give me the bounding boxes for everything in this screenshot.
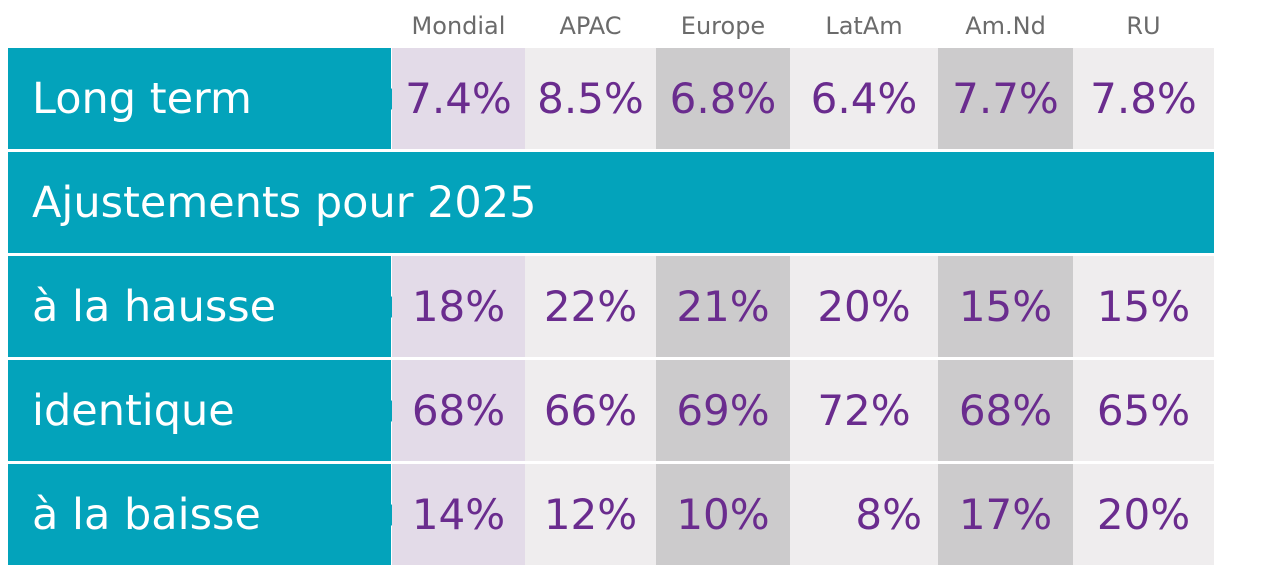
row-label-identique: identique [8, 360, 401, 461]
cell-hausse-latam: 20% [790, 256, 938, 357]
cell-identique-europe: 69% [656, 360, 790, 461]
row-label-long-term: Long term [8, 48, 401, 149]
section-header-ajustements: Ajustements pour 2025 [8, 152, 1214, 253]
cell-hausse-amnd: 15% [938, 256, 1073, 357]
cell-long-term-amnd: 7.7% [938, 48, 1073, 149]
column-header-ru: RU [1126, 12, 1161, 40]
cell-identique-apac: 66% [525, 360, 656, 461]
column-header-apac: APAC [559, 12, 622, 40]
cell-long-term-apac: 8.5% [525, 48, 656, 149]
cell-baisse-amnd: 17% [938, 464, 1073, 565]
cell-baisse-latam: 8% [790, 464, 938, 565]
cell-baisse-europe: 10% [656, 464, 790, 565]
cell-hausse-mondial: 18% [392, 256, 525, 357]
cell-long-term-ru: 7.8% [1073, 48, 1214, 149]
cell-identique-mondial: 68% [392, 360, 525, 461]
column-header-amnd: Am.Nd [965, 12, 1046, 40]
row-label-hausse: à la hausse [8, 256, 401, 357]
row-label-text: identique [32, 385, 235, 436]
column-header-mondial: Mondial [411, 12, 506, 40]
column-header-europe: Europe [680, 12, 766, 40]
cell-identique-amnd: 68% [938, 360, 1073, 461]
row-label-text: à la hausse [32, 281, 277, 332]
cell-baisse-ru: 20% [1073, 464, 1214, 565]
cell-hausse-ru: 15% [1073, 256, 1214, 357]
cell-long-term-mondial: 7.4% [392, 48, 525, 149]
cell-baisse-apac: 12% [525, 464, 656, 565]
cell-long-term-latam: 6.4% [790, 48, 938, 149]
cell-long-term-europe: 6.8% [656, 48, 790, 149]
cell-hausse-apac: 22% [525, 256, 656, 357]
cell-baisse-mondial: 14% [392, 464, 525, 565]
row-label-text: à la baisse [32, 489, 261, 540]
cell-identique-ru: 65% [1073, 360, 1214, 461]
row-label-text: Long term [32, 73, 252, 124]
section-header-text: Ajustements pour 2025 [32, 177, 537, 228]
cell-hausse-europe: 21% [656, 256, 790, 357]
cell-identique-latam: 72% [790, 360, 938, 461]
column-header-latam: LatAm [825, 12, 903, 40]
row-label-baisse: à la baisse [8, 464, 401, 565]
